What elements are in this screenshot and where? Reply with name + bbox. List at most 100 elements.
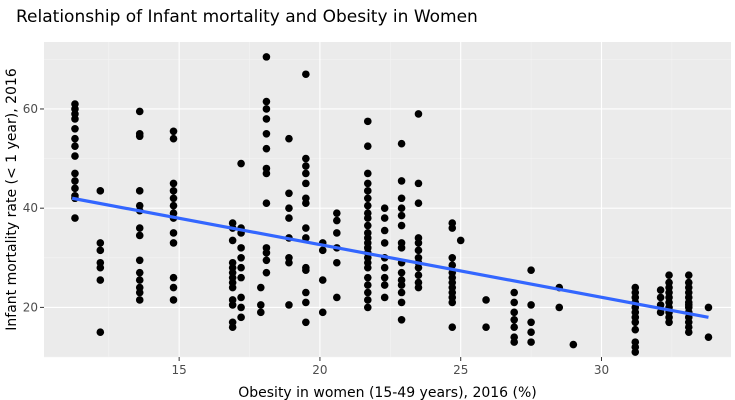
data-point — [237, 293, 245, 302]
data-point — [237, 244, 245, 252]
data-point — [363, 194, 372, 203]
data-point — [285, 214, 293, 222]
data-point — [71, 142, 79, 150]
data-point — [96, 276, 105, 284]
chart-title: Relationship of Infant mortality and Obe… — [16, 7, 478, 27]
data-point — [380, 293, 389, 302]
data-point — [228, 323, 237, 332]
data-point — [169, 134, 178, 143]
data-point — [397, 298, 406, 307]
data-point — [333, 258, 341, 267]
data-point — [262, 129, 271, 138]
data-point — [71, 115, 79, 123]
data-point — [555, 303, 564, 312]
data-point — [363, 281, 372, 289]
data-point — [631, 318, 640, 327]
data-point — [333, 209, 341, 217]
x-tick-label: 15 — [172, 363, 187, 377]
data-point — [285, 204, 293, 212]
data-point — [262, 169, 271, 178]
data-point — [237, 263, 245, 272]
data-point — [285, 134, 293, 143]
data-point — [228, 283, 237, 292]
data-point — [527, 318, 535, 327]
data-point — [363, 288, 372, 297]
data-point — [510, 338, 519, 346]
data-point — [363, 142, 372, 150]
data-point — [380, 281, 389, 289]
data-point — [380, 226, 389, 235]
data-point — [414, 283, 423, 292]
data-point — [169, 283, 178, 292]
data-point — [482, 296, 490, 304]
data-point — [285, 189, 293, 198]
data-point — [569, 340, 578, 349]
data-point — [380, 263, 389, 272]
data-point — [448, 323, 457, 332]
data-point — [96, 263, 105, 272]
data-point — [135, 224, 144, 232]
data-point — [262, 97, 271, 106]
data-point — [237, 303, 245, 312]
data-point — [285, 301, 293, 309]
data-point — [448, 224, 457, 232]
y-axis-title: Infant mortality rate (< 1 year), 2016 — [4, 68, 20, 331]
data-point — [262, 256, 271, 265]
trend-line — [71, 196, 709, 319]
data-point — [135, 132, 144, 141]
x-tick-label: 25 — [453, 363, 468, 377]
data-point — [302, 288, 310, 297]
trend-line-group — [71, 196, 709, 319]
data-point — [333, 229, 341, 237]
data-point — [262, 249, 271, 257]
data-point — [302, 266, 310, 274]
data-point — [302, 70, 310, 79]
data-point — [397, 139, 406, 148]
data-point — [256, 301, 265, 309]
data-point — [262, 144, 271, 153]
grid-lines — [44, 42, 731, 358]
data-point — [285, 258, 293, 267]
axis-ticks: 15 20 25 30 20 40 60 — [23, 102, 609, 377]
data-point — [684, 271, 693, 279]
data-point — [527, 266, 535, 274]
data-point — [262, 115, 271, 123]
data-point — [656, 293, 665, 302]
x-axis-title: Obesity in women (15-49 years), 2016 (%) — [238, 385, 537, 400]
data-point — [262, 53, 271, 61]
data-point — [169, 201, 178, 210]
data-point — [631, 348, 640, 356]
data-point — [135, 268, 144, 277]
data-point — [414, 263, 423, 272]
data-point — [302, 162, 310, 170]
data-point — [318, 246, 327, 255]
data-point — [363, 187, 372, 195]
data-point — [684, 328, 693, 336]
data-point — [135, 231, 144, 240]
data-point — [71, 152, 79, 160]
data-point — [414, 199, 423, 208]
data-point — [704, 303, 713, 312]
data-point — [380, 204, 389, 212]
data-point — [237, 159, 245, 168]
data-point — [71, 125, 79, 133]
data-point — [397, 268, 406, 277]
data-point — [135, 256, 144, 265]
data-point — [665, 271, 673, 279]
data-point — [363, 296, 372, 304]
data-point — [414, 239, 423, 247]
data-point — [527, 301, 535, 309]
data-point — [318, 276, 327, 284]
data-point — [380, 214, 389, 222]
data-point — [656, 308, 665, 317]
data-point — [527, 328, 535, 336]
data-point — [363, 214, 372, 222]
data-point — [397, 281, 406, 289]
x-tick-label: 20 — [312, 363, 327, 377]
data-point — [169, 194, 178, 203]
data-point — [363, 179, 372, 188]
data-point — [302, 298, 310, 307]
data-point — [631, 325, 640, 334]
data-point — [448, 253, 457, 262]
data-point — [228, 301, 237, 309]
